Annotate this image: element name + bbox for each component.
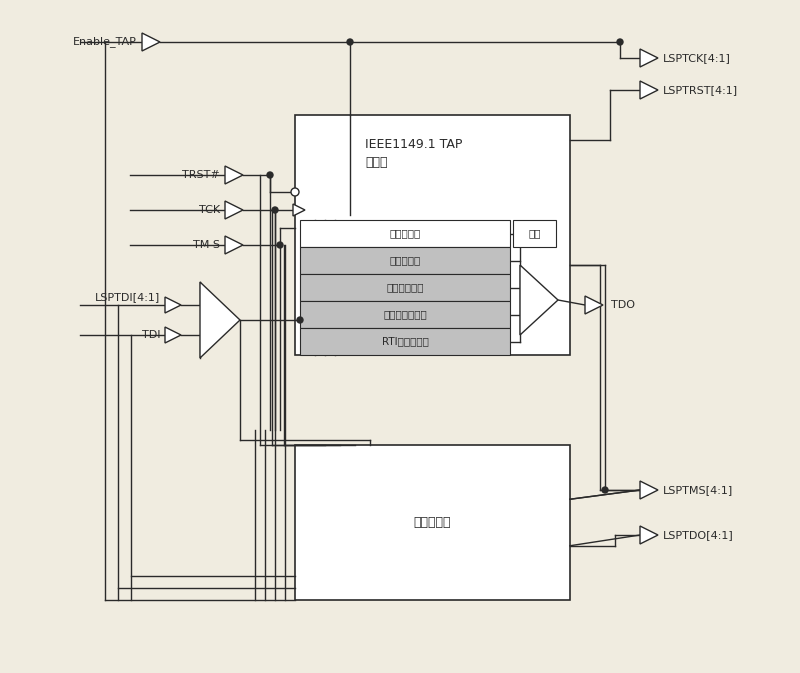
Text: TM S: TM S [193,240,220,250]
Text: 链路链接器: 链路链接器 [414,516,451,529]
Polygon shape [225,201,243,219]
Text: 旁路寄存器: 旁路寄存器 [390,256,421,266]
Text: LSPTDO[4:1]: LSPTDO[4:1] [663,530,734,540]
Polygon shape [640,481,658,499]
Text: IEEE1149.1 TAP: IEEE1149.1 TAP [365,139,462,151]
Bar [295,115,570,355]
Text: LSPTRST[4:1]: LSPTRST[4:1] [663,85,738,95]
Text: TDO: TDO [611,300,635,310]
Text: LSPTDI[4:1]: LSPTDI[4:1] [94,292,160,302]
Text: 译码: 译码 [528,229,541,238]
Circle shape [347,39,353,45]
Bar [300,247,510,274]
Polygon shape [225,236,243,254]
Circle shape [291,188,299,196]
Text: Enable_TAP: Enable_TAP [73,36,137,48]
Text: TRST#: TRST# [182,170,220,180]
Bar [300,274,510,301]
Text: LSPTCK[4:1]: LSPTCK[4:1] [663,53,731,63]
Circle shape [272,207,278,213]
Bar [513,220,556,247]
Polygon shape [585,296,603,314]
Polygon shape [640,81,658,99]
Circle shape [277,242,283,248]
Circle shape [602,487,608,493]
Text: 链路控制寄存器: 链路控制寄存器 [383,310,427,320]
Text: LSPTMS[4:1]: LSPTMS[4:1] [663,485,734,495]
Bar [295,445,570,600]
Bar [300,328,510,355]
Circle shape [267,172,273,178]
Polygon shape [142,33,160,51]
Bar [300,301,510,328]
Circle shape [617,39,623,45]
Circle shape [297,317,303,323]
Polygon shape [200,282,240,358]
Polygon shape [640,526,658,544]
Text: 指令寄存器: 指令寄存器 [390,229,421,238]
Bar [300,220,510,247]
Polygon shape [293,204,305,216]
Text: TCK: TCK [199,205,220,215]
Polygon shape [520,265,558,335]
Text: 标识符寄存器: 标识符寄存器 [386,283,424,293]
Text: 状态机: 状态机 [365,157,387,170]
Text: TDI: TDI [142,330,160,340]
Polygon shape [165,297,181,313]
Polygon shape [225,166,243,184]
Polygon shape [640,49,658,67]
Polygon shape [165,327,181,343]
Text: RTI同步寄存器: RTI同步寄存器 [382,336,429,347]
